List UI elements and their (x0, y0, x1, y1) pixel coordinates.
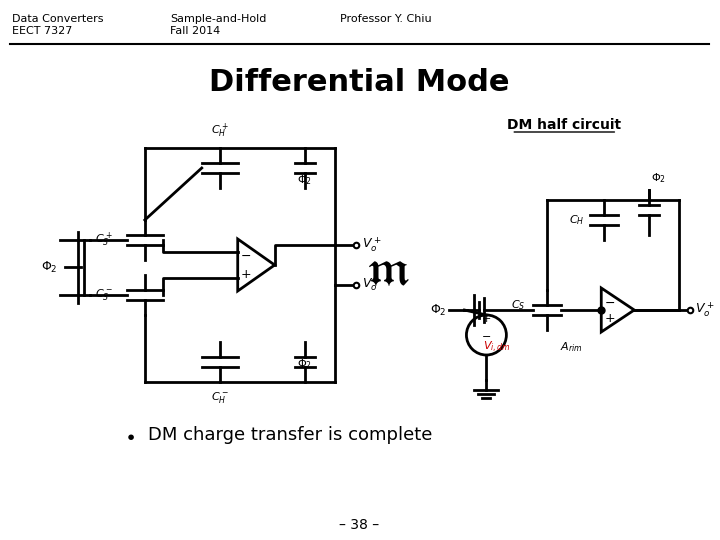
Text: $+$: $+$ (482, 313, 492, 323)
Text: DM charge transfer is complete: DM charge transfer is complete (148, 426, 432, 444)
Text: $A_{rim}$: $A_{rim}$ (560, 340, 582, 354)
Text: $\Phi_2$: $\Phi_2$ (297, 173, 312, 187)
Text: Data Converters: Data Converters (12, 14, 104, 24)
Text: Differential Mode: Differential Mode (210, 68, 510, 97)
Text: $\mathfrak{m}$: $\mathfrak{m}$ (365, 246, 410, 294)
Text: $C_S^+$: $C_S^+$ (95, 231, 113, 249)
Text: $C_H^-$: $C_H^-$ (211, 390, 228, 405)
Text: $-$: $-$ (482, 330, 492, 340)
Text: Professor Y. Chiu: Professor Y. Chiu (340, 14, 431, 24)
Text: $-$: $-$ (240, 248, 251, 261)
Text: $+$: $+$ (603, 312, 615, 325)
Text: – 38 –: – 38 – (340, 518, 379, 532)
Text: $C_S$: $C_S$ (511, 298, 526, 312)
Text: $-$: $-$ (603, 295, 615, 308)
Text: $\Phi_2$: $\Phi_2$ (297, 357, 312, 371)
Text: $C_H^+$: $C_H^+$ (211, 122, 228, 140)
Text: Fall 2014: Fall 2014 (170, 26, 220, 36)
Text: $V_{i,dm}$: $V_{i,dm}$ (482, 340, 510, 355)
Text: $\Phi_2$: $\Phi_2$ (430, 302, 446, 318)
Text: $\Phi_2$: $\Phi_2$ (41, 259, 58, 274)
Text: $V_o^+$: $V_o^+$ (695, 301, 715, 319)
Text: DM half circuit: DM half circuit (508, 118, 621, 132)
Text: $C_H$: $C_H$ (569, 213, 585, 227)
Text: $\Phi_2$: $\Phi_2$ (651, 171, 666, 185)
Text: $V_o^-$: $V_o^-$ (361, 276, 381, 293)
Text: $\bullet$: $\bullet$ (125, 426, 135, 444)
Text: EECT 7327: EECT 7327 (12, 26, 73, 36)
Text: Sample-and-Hold: Sample-and-Hold (170, 14, 266, 24)
Text: $C_S^-$: $C_S^-$ (95, 287, 113, 302)
Text: $V_o^+$: $V_o^+$ (361, 235, 381, 254)
Text: $+$: $+$ (240, 268, 251, 281)
